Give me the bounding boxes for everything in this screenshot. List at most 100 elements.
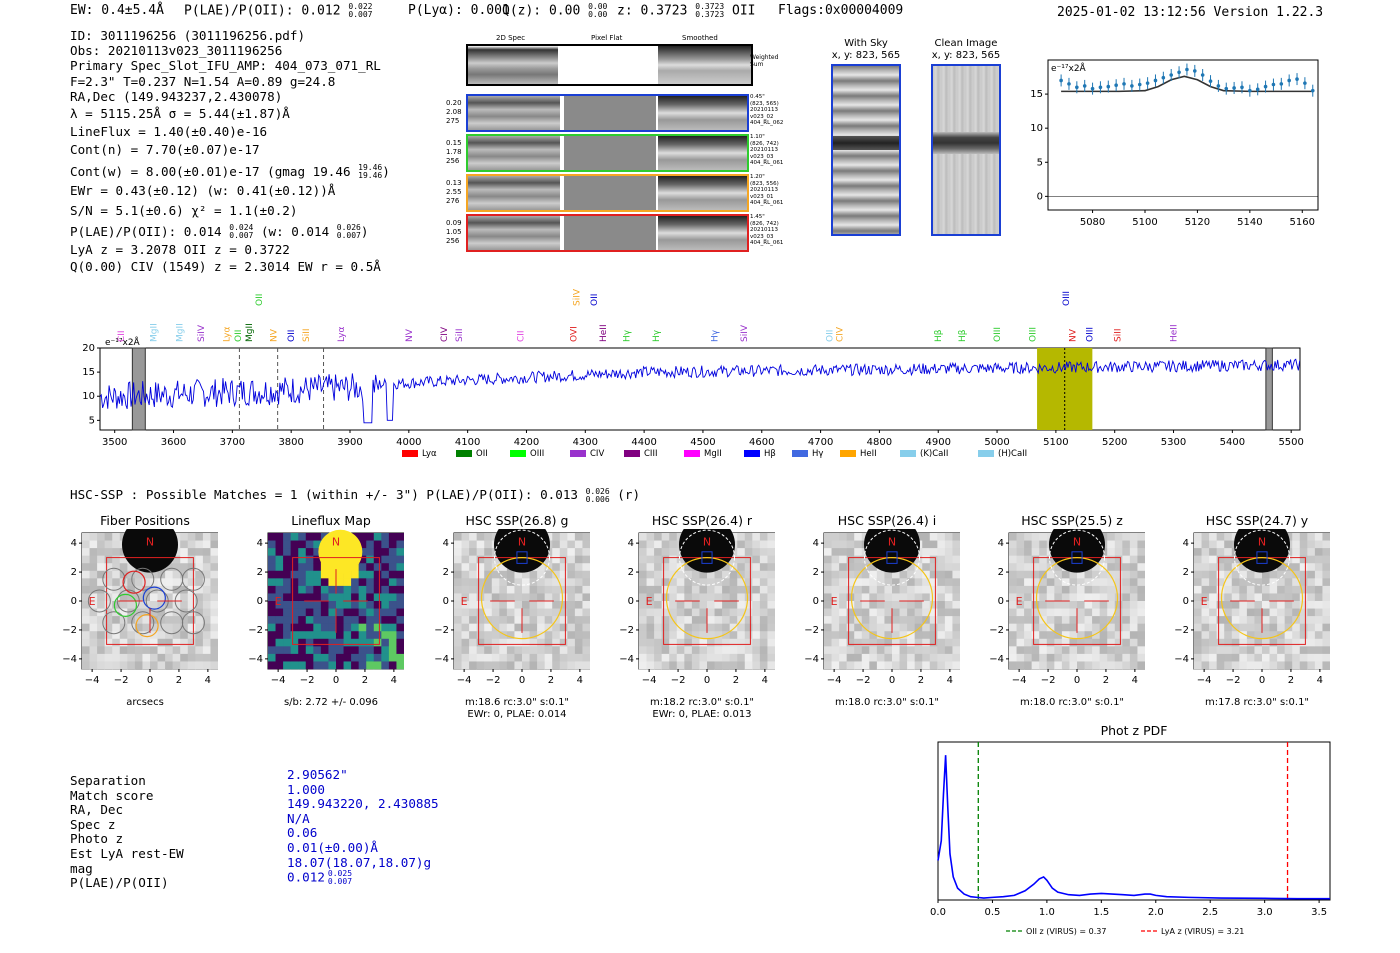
image-pixel <box>676 570 685 579</box>
legend-label: CIII <box>644 449 657 459</box>
image-pixel <box>305 585 314 594</box>
image-pixel <box>1246 616 1255 624</box>
image-pixel <box>854 563 863 572</box>
bright-source <box>494 529 550 573</box>
image-pixel <box>150 578 158 587</box>
image-pixel <box>165 578 173 587</box>
emission-line-label: OIII <box>1085 327 1095 342</box>
image-pixel <box>388 608 397 617</box>
image-pixel <box>1016 585 1025 594</box>
image-pixel <box>522 646 530 655</box>
image-pixel <box>1046 570 1055 579</box>
image-pixel <box>366 555 375 564</box>
image-pixel <box>381 608 390 617</box>
axis-tick-label: −2 <box>300 675 315 686</box>
image-pixel <box>366 563 375 572</box>
image-pixel <box>1231 578 1240 587</box>
image-pixel <box>484 555 493 564</box>
image-pixel <box>1292 548 1301 556</box>
image-pixel <box>290 616 299 624</box>
image-pixel <box>876 570 885 579</box>
image-pixel <box>1216 661 1225 670</box>
image-pixel <box>469 585 477 594</box>
image-pixel <box>283 646 291 655</box>
image-pixel <box>313 601 322 609</box>
image-pixel <box>699 653 708 662</box>
image-pixel <box>899 661 908 670</box>
image-pixel <box>112 570 121 579</box>
image-pixel <box>1224 585 1233 594</box>
image-pixel <box>552 631 561 640</box>
image-pixel <box>944 631 953 640</box>
image-pixel <box>752 601 761 609</box>
image-pixel <box>104 585 113 594</box>
image-pixel <box>1209 601 1217 609</box>
emission-line-label-upper: OII <box>590 294 600 306</box>
image-pixel <box>722 661 730 670</box>
image-pixel <box>537 578 545 587</box>
zoom-xtick-label: 5080 <box>1080 217 1105 228</box>
axis-tick-label: 4 <box>947 675 953 686</box>
image-pixel <box>351 646 359 655</box>
hsc-title: HSC-SSP : Possible Matches = 1 (within +… <box>70 486 641 504</box>
cutout-row-stats: 0.20 2.08 275 <box>446 99 462 126</box>
axis-tick-label: −2 <box>989 625 1004 636</box>
image-pixel <box>1201 593 1210 602</box>
image-pixel <box>1209 570 1217 579</box>
image-pixel <box>767 570 775 579</box>
image-pixel <box>1009 601 1017 609</box>
zoom-point <box>1310 88 1315 93</box>
image-pixel <box>82 601 90 609</box>
image-pixel <box>476 570 485 579</box>
image-pixel <box>1246 608 1255 617</box>
image-pixel <box>922 578 931 587</box>
image-pixel <box>187 540 196 549</box>
zoom-point <box>1287 78 1291 83</box>
image-pixel <box>328 631 337 640</box>
image-pixel <box>275 593 284 602</box>
image-pixel <box>320 570 329 579</box>
image-pixel <box>366 570 375 579</box>
image-pixel <box>669 623 678 632</box>
image-pixel <box>752 616 761 624</box>
match-value: 18.07(18.07,18.07)g <box>287 854 432 870</box>
image-pixel <box>1209 608 1217 617</box>
axis-tick-label: −2 <box>1226 675 1241 686</box>
info-contw: Cont(w) = 8.00(±0.01)e-17 (gmag 19.46 19… <box>70 163 390 181</box>
full-spec-frame <box>99 347 1301 431</box>
image-pixel <box>283 608 291 617</box>
image-pixel <box>639 533 647 541</box>
image-pixel <box>559 631 568 640</box>
image-pixel <box>669 548 678 556</box>
image-pixel <box>127 601 136 609</box>
image-pixel <box>187 548 196 556</box>
image-pixel <box>1307 601 1316 609</box>
image-pixel <box>1314 555 1323 564</box>
image-pixel <box>283 540 291 549</box>
hsc-source-ellipse <box>1234 529 1290 586</box>
image-pixel <box>1114 601 1123 609</box>
image-pixel <box>944 548 953 556</box>
emission-line-label: OII <box>287 330 297 342</box>
image-pixel <box>661 585 670 594</box>
image-pixel <box>552 555 561 564</box>
image-pixel <box>89 533 98 541</box>
image-pixel <box>1284 616 1293 624</box>
cutout-row <box>466 134 749 172</box>
image-pixel <box>722 631 730 640</box>
image-pixel <box>1016 533 1025 541</box>
image-pixel <box>112 555 121 564</box>
image-pixel <box>1039 585 1048 594</box>
image-pixel <box>767 646 775 655</box>
image-pixel <box>1194 646 1202 655</box>
image-pixel <box>210 623 218 632</box>
image-pixel <box>1077 608 1085 617</box>
image-pixel <box>537 608 545 617</box>
image-pixel <box>654 653 662 662</box>
image-pixel <box>854 653 863 662</box>
image-pixel <box>1194 548 1202 556</box>
image-pixel <box>767 638 775 647</box>
image-pixel <box>1224 601 1233 609</box>
image-pixel <box>313 578 322 587</box>
